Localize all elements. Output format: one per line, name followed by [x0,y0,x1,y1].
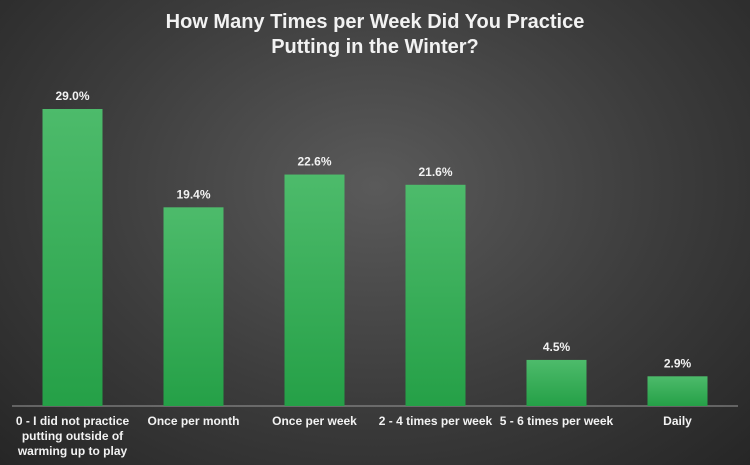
chart-title: How Many Times per Week Did You Practice… [165,11,585,58]
value-label: 21.6% [418,165,452,179]
value-label: 2.9% [664,356,692,370]
x-tick-label: Once per month [147,414,240,428]
bar [526,359,587,406]
x-tick-label: 5 - 6 times per week [499,414,614,428]
x-tick-label: Once per week [272,414,357,428]
bar [284,174,345,406]
bar [163,207,224,406]
value-label: 29.0% [55,89,89,103]
bar [405,184,466,406]
bar [42,109,103,406]
x-tick-label: 0 - I did not practice putting outside o… [15,414,130,458]
bar [647,376,708,406]
value-label: 22.6% [297,155,331,169]
value-label: 4.5% [543,340,571,354]
x-tick-label: Daily [663,414,692,428]
value-label: 19.4% [176,187,210,201]
x-tick-label: 2 - 4 times per week [378,414,493,428]
